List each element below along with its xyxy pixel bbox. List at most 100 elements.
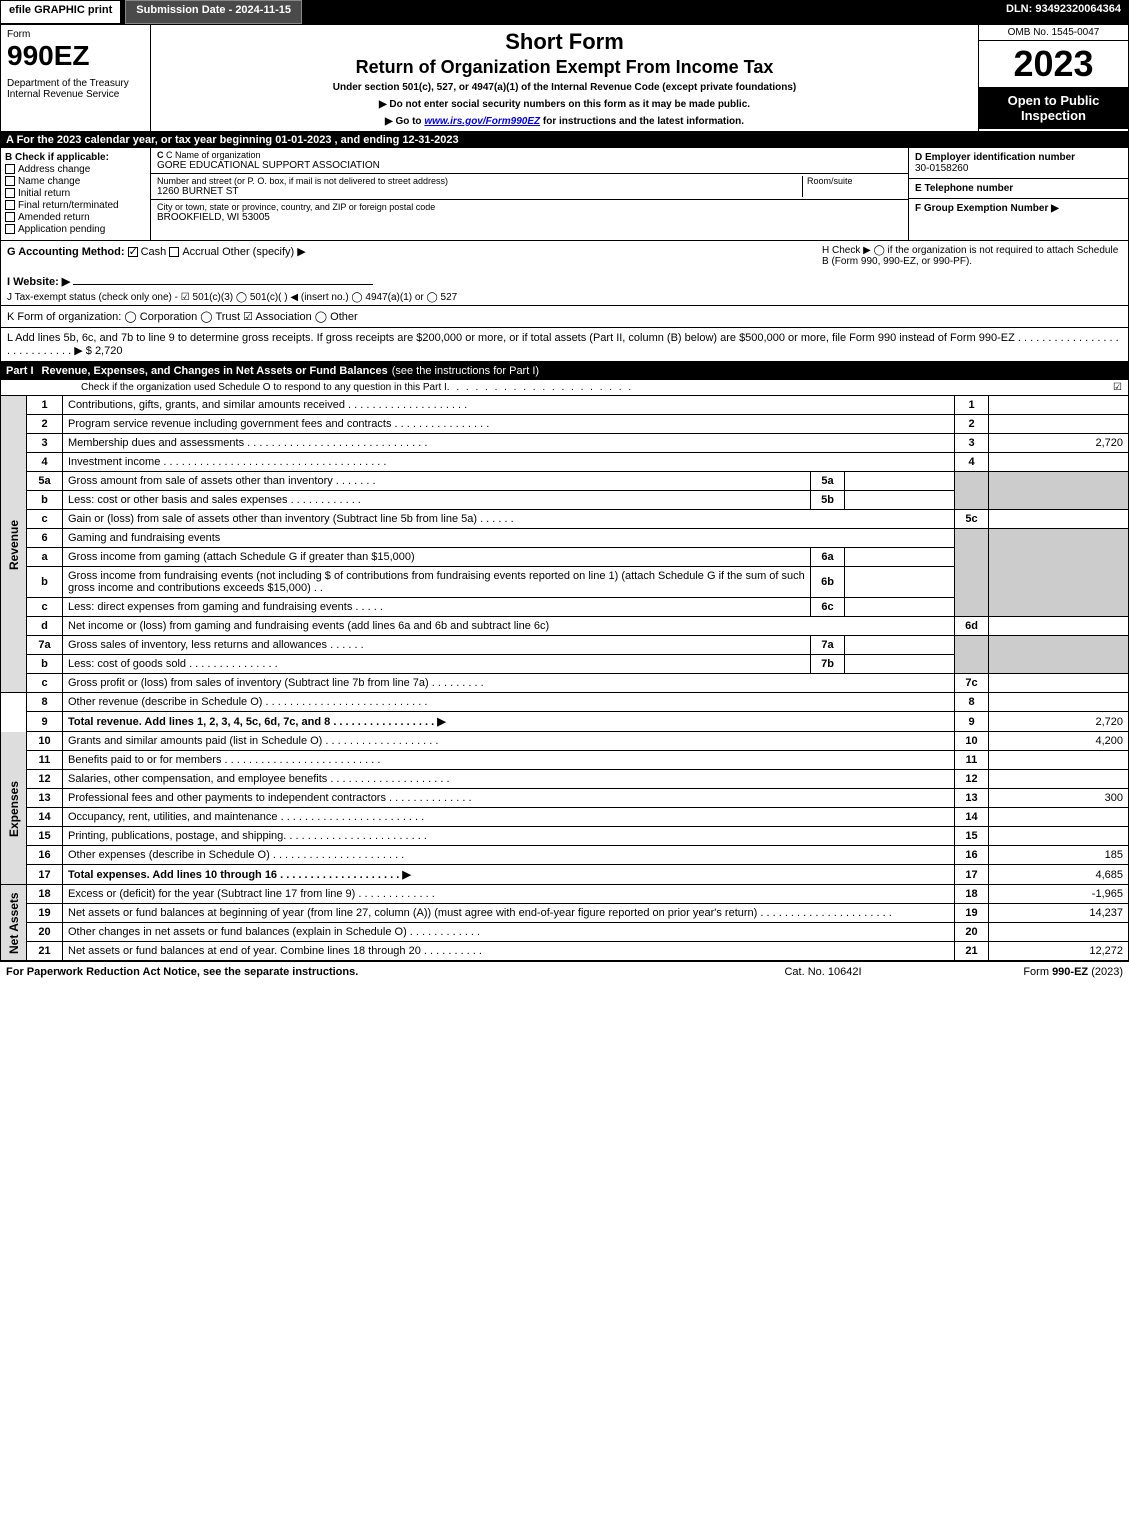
amt-12	[989, 770, 1129, 789]
ln-16: 16	[27, 846, 63, 865]
efile-print-button[interactable]: efile GRAPHIC print	[0, 0, 121, 24]
amt-9: 2,720	[989, 712, 1129, 732]
shade-6-amt	[989, 529, 1129, 617]
section-i: I Website: ▶	[0, 271, 1129, 290]
rn-11: 11	[955, 751, 989, 770]
desc-1: Contributions, gifts, grants, and simila…	[63, 396, 955, 415]
g-label: G Accounting Method:	[7, 246, 125, 258]
rn-14: 14	[955, 808, 989, 827]
rn-3: 3	[955, 434, 989, 453]
amt-19: 14,237	[989, 904, 1129, 923]
ln-7b: b	[27, 655, 63, 674]
spacer	[302, 0, 998, 24]
cash-label: Cash	[141, 246, 167, 258]
ln-1: 1	[27, 396, 63, 415]
amt-1	[989, 396, 1129, 415]
shade-6	[955, 529, 989, 617]
chk-final-return[interactable]: Final return/terminated	[5, 200, 146, 211]
amt-16: 185	[989, 846, 1129, 865]
ln-6: 6	[27, 529, 63, 548]
part1-check[interactable]: ☑	[1102, 382, 1122, 393]
rn-1: 1	[955, 396, 989, 415]
title-return: Return of Organization Exempt From Incom…	[159, 57, 970, 78]
website-label: I Website: ▶	[7, 276, 70, 288]
ln-14: 14	[27, 808, 63, 827]
shade-7-amt	[989, 636, 1129, 674]
section-b-title: B Check if applicable:	[5, 152, 109, 163]
sub-5b: 5b	[811, 491, 845, 510]
irs-link[interactable]: www.irs.gov/Form990EZ	[424, 116, 540, 127]
section-d: D Employer identification number 30-0158…	[909, 148, 1128, 179]
desc-6b: Gross income from fundraising events (no…	[63, 567, 811, 598]
l-amount: 2,720	[95, 345, 123, 357]
dept-text: Department of the Treasury Internal Reve…	[7, 78, 144, 100]
dln-text: DLN: 93492320064364	[998, 0, 1129, 24]
open-public: Open to Public Inspection	[979, 87, 1128, 129]
lines-table: Revenue 1Contributions, gifts, grants, a…	[0, 395, 1129, 961]
rn-13: 13	[955, 789, 989, 808]
chk-accrual[interactable]	[169, 247, 179, 257]
form-label: Form	[7, 29, 144, 40]
part1-label: Part I	[6, 365, 42, 377]
rn-8: 8	[955, 693, 989, 712]
chk-name-change[interactable]: Name change	[5, 176, 146, 187]
ln-4: 4	[27, 453, 63, 472]
amt-5c	[989, 510, 1129, 529]
submission-date-button[interactable]: Submission Date - 2024-11-15	[125, 0, 302, 24]
shade-7	[955, 636, 989, 674]
section-c: C C Name of organization GORE EDUCATIONA…	[151, 148, 908, 240]
rn-18: 18	[955, 885, 989, 904]
street-value: 1260 BURNET ST	[157, 186, 802, 197]
section-e: E Telephone number	[909, 179, 1128, 199]
desc-5c: Gain or (loss) from sale of assets other…	[63, 510, 955, 529]
amt-2	[989, 415, 1129, 434]
chk-address-change[interactable]: Address change	[5, 164, 146, 175]
header-left: Form 990EZ Department of the Treasury In…	[1, 25, 151, 131]
side-revenue: Revenue	[1, 396, 27, 693]
amt-13: 300	[989, 789, 1129, 808]
chk-cash[interactable]	[128, 247, 138, 257]
ln-7c: c	[27, 674, 63, 693]
rn-6d: 6d	[955, 617, 989, 636]
ln-19: 19	[27, 904, 63, 923]
amt-18: -1,965	[989, 885, 1129, 904]
rn-21: 21	[955, 942, 989, 961]
chk-application-pending[interactable]: Application pending	[5, 224, 146, 235]
rn-15: 15	[955, 827, 989, 846]
other-label: Other (specify) ▶	[222, 246, 306, 258]
city-value: BROOKFIELD, WI 53005	[157, 212, 902, 223]
desc-2: Program service revenue including govern…	[63, 415, 955, 434]
desc-12: Salaries, other compensation, and employ…	[63, 770, 955, 789]
ln-6d: d	[27, 617, 63, 636]
desc-20: Other changes in net assets or fund bala…	[63, 923, 955, 942]
desc-7a: Gross sales of inventory, less returns a…	[63, 636, 811, 655]
ln-21: 21	[27, 942, 63, 961]
ln-3: 3	[27, 434, 63, 453]
part1-note: Check if the organization used Schedule …	[0, 380, 1129, 395]
section-k: K Form of organization: ◯ Corporation ◯ …	[0, 305, 1129, 328]
rn-4: 4	[955, 453, 989, 472]
website-input[interactable]	[73, 273, 373, 285]
ln-6a: a	[27, 548, 63, 567]
shade-5	[955, 472, 989, 510]
desc-6: Gaming and fundraising events	[63, 529, 955, 548]
desc-9: Total revenue. Add lines 1, 2, 3, 4, 5c,…	[63, 712, 955, 732]
room-label: Room/suite	[807, 176, 902, 186]
ln-5b: b	[27, 491, 63, 510]
desc-16: Other expenses (describe in Schedule O) …	[63, 846, 955, 865]
ln-8: 8	[27, 693, 63, 712]
rn-9: 9	[955, 712, 989, 732]
chk-amended-return[interactable]: Amended return	[5, 212, 146, 223]
note-ssn: ▶ Do not enter social security numbers o…	[159, 99, 970, 110]
desc-15: Printing, publications, postage, and shi…	[63, 827, 955, 846]
header-mid: Short Form Return of Organization Exempt…	[151, 25, 978, 131]
rn-19: 19	[955, 904, 989, 923]
ln-13: 13	[27, 789, 63, 808]
rn-10: 10	[955, 732, 989, 751]
section-g: G Accounting Method: Cash Accrual Other …	[7, 245, 822, 267]
chk-initial-return[interactable]: Initial return	[5, 188, 146, 199]
part1-desc: (see the instructions for Part I)	[392, 365, 539, 377]
org-name-cell: C C Name of organization GORE EDUCATIONA…	[151, 148, 908, 174]
rn-12: 12	[955, 770, 989, 789]
amt-20	[989, 923, 1129, 942]
